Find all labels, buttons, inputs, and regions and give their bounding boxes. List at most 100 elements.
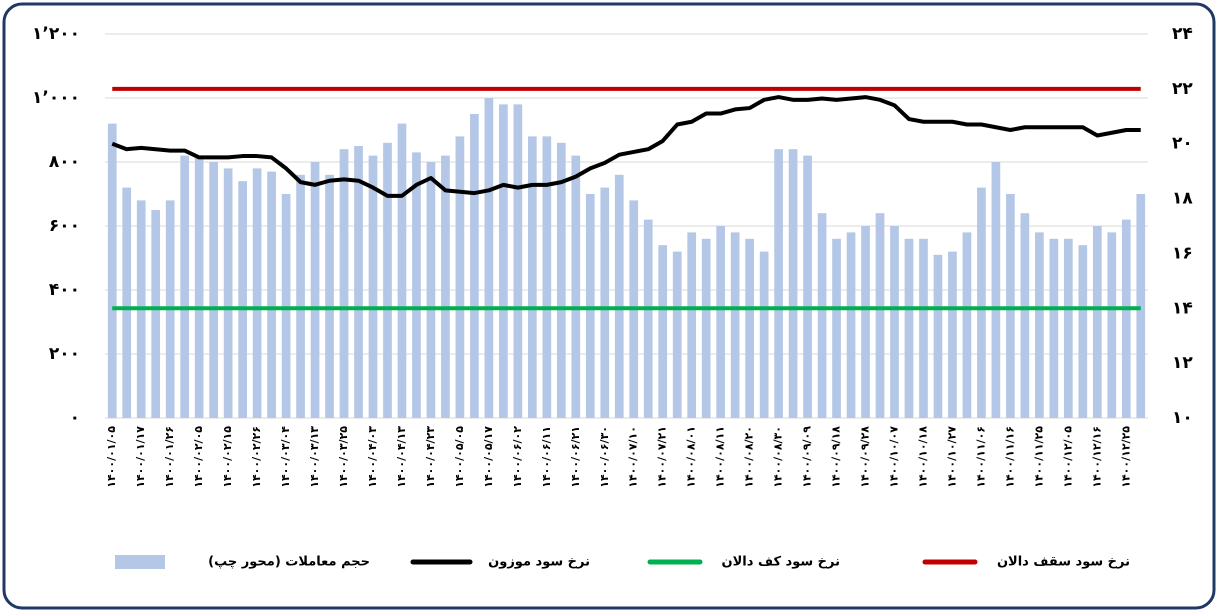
y-tick-label: ۱’۲۰۰ xyxy=(32,24,80,44)
y-tick-label: ۰ xyxy=(70,408,80,428)
x-tick-label: ۱۴۰۰/۰۶/۰۲ xyxy=(511,426,524,488)
volume-bar xyxy=(571,155,581,418)
y2-tick-label: ۱۶ xyxy=(1172,243,1193,263)
volume-bar xyxy=(600,187,610,418)
volume-bar xyxy=(383,142,392,419)
volume-bar xyxy=(817,213,827,418)
volume-bar xyxy=(687,232,697,418)
volume-bar xyxy=(194,155,204,418)
y2-tick-label: ۲۲ xyxy=(1172,79,1193,99)
volume-bar xyxy=(209,162,218,418)
y-tick-label: ۸۰۰ xyxy=(49,152,80,172)
volume-bar xyxy=(267,171,276,418)
volume-bar xyxy=(1121,219,1131,418)
volume-bar xyxy=(774,149,783,418)
volume-bar xyxy=(122,187,132,418)
volume-bar xyxy=(933,254,943,418)
volume-bar xyxy=(1063,238,1073,418)
x-tick-label: ۱۴۰۰/۰۴/۲۳ xyxy=(424,426,437,488)
volume-bar xyxy=(441,155,450,418)
y2-tick-label: ۱۴ xyxy=(1172,298,1193,318)
volume-bar xyxy=(252,168,262,418)
volume-bar xyxy=(484,98,494,418)
x-tick-label: ۱۴۰۰/۱۲/۰۵ xyxy=(1061,426,1074,488)
x-tick-label: ۱۴۰۰/۱۰/۲۷ xyxy=(945,426,958,488)
volume-bar xyxy=(310,162,320,418)
volume-bar xyxy=(354,146,363,418)
volume-bar xyxy=(832,238,841,418)
x-tick-label: ۱۴۰۰/۱۲/۲۵ xyxy=(1119,426,1132,488)
volume-bar xyxy=(919,238,928,418)
y-tick-label: ۱’۰۰۰ xyxy=(32,88,80,108)
x-tick-label: ۱۴۰۰/۱۱/۱۶ xyxy=(1003,426,1016,488)
x-tick-label: ۱۴۰۰/۰۱/۱۷ xyxy=(134,426,147,488)
volume-bar xyxy=(643,219,653,418)
volume-bar xyxy=(1020,213,1030,418)
volume-bar xyxy=(977,187,986,418)
volume-bar xyxy=(542,136,552,418)
volume-bar xyxy=(151,210,161,418)
volume-bar xyxy=(745,238,754,418)
x-tick-label: ۱۴۰۰/۰۲/۰۵ xyxy=(192,426,205,488)
volume-bar xyxy=(803,155,812,418)
x-tick-label: ۱۴۰۰/۰۲/۲۶ xyxy=(250,426,263,488)
volume-bar xyxy=(1136,194,1146,418)
volume-bar xyxy=(846,232,856,418)
volume-bar xyxy=(499,104,508,419)
x-tick-label: ۱۴۰۰/۰۹/۲۸ xyxy=(859,426,872,488)
x-tick-label: ۱۴۰۰/۰۸/۱۱ xyxy=(714,426,727,488)
x-tick-label: ۱۴۰۰/۰۸/۳۰ xyxy=(772,426,785,488)
x-tick-label: ۱۴۰۰/۱۱/۰۶ xyxy=(974,426,987,488)
x-tick-label: ۱۴۰۰/۱۲/۱۶ xyxy=(1090,426,1103,488)
legend-label: حجم معاملات (محور چپ) xyxy=(208,555,370,570)
y2-tick-label: ۲۰ xyxy=(1172,134,1193,154)
volume-bar xyxy=(672,251,682,418)
volume-bar xyxy=(585,194,595,418)
legend-label: نرخ سود سقف دالان xyxy=(997,555,1130,570)
volume-bar xyxy=(890,226,899,418)
y-tick-label: ۴۰۰ xyxy=(49,280,80,300)
y2-tick-label: ۲۴ xyxy=(1172,24,1193,44)
y2-tick-label: ۱۸ xyxy=(1172,189,1193,209)
x-tick-label: ۱۴۰۰/۰۹/۱۸ xyxy=(830,426,843,488)
x-tick-label: ۱۴۰۰/۱۰/۱۸ xyxy=(916,426,929,488)
volume-bar xyxy=(426,162,436,418)
x-tick-label: ۱۴۰۰/۰۶/۳۰ xyxy=(598,426,611,488)
volume-bar xyxy=(1107,232,1117,418)
volume-bar xyxy=(368,155,378,418)
volume-bar xyxy=(412,152,421,418)
volume-bar xyxy=(325,174,334,418)
volume-bar xyxy=(1049,238,1059,418)
volume-bar xyxy=(180,155,190,418)
volume-bar xyxy=(1035,232,1044,418)
volume-bar xyxy=(875,213,885,418)
x-tick-label: ۱۴۰۰/۰۹/۰۹ xyxy=(801,426,814,488)
y-tick-label: ۶۰۰ xyxy=(49,216,80,236)
volume-bar xyxy=(339,149,349,418)
volume-bar xyxy=(397,123,407,418)
volume-bar xyxy=(223,168,233,418)
x-tick-label: ۱۴۰۰/۰۳/۲۵ xyxy=(337,426,350,488)
volume-bar xyxy=(904,238,914,418)
legend-label: نرخ سود کف دالان xyxy=(722,555,840,570)
y-tick-label: ۲۰۰ xyxy=(49,344,80,364)
x-tick-label: ۱۴۰۰/۰۶/۱۱ xyxy=(540,426,553,488)
volume-bar xyxy=(296,174,305,418)
x-tick-label: ۱۴۰۰/۰۳/۰۴ xyxy=(279,426,292,488)
volume-bar xyxy=(730,232,740,418)
volume-bar xyxy=(614,174,624,418)
volume-bar xyxy=(962,232,972,418)
x-tick-label: ۱۴۰۰/۰۵/۱۷ xyxy=(482,426,495,488)
volume-bar xyxy=(238,181,247,418)
x-tick-label: ۱۴۰۰/۰۴/۱۳ xyxy=(395,426,408,488)
volume-bar xyxy=(701,238,711,418)
volume-bar xyxy=(556,142,566,419)
legend-label: نرخ سود موزون xyxy=(488,555,590,570)
volume-bar xyxy=(759,251,769,418)
volume-bar xyxy=(527,136,537,418)
x-tick-label: ۱۴۰۰/۱۱/۲۵ xyxy=(1032,426,1045,488)
volume-bar xyxy=(107,123,117,418)
volume-bar xyxy=(948,251,957,418)
volume-bar xyxy=(788,149,798,418)
